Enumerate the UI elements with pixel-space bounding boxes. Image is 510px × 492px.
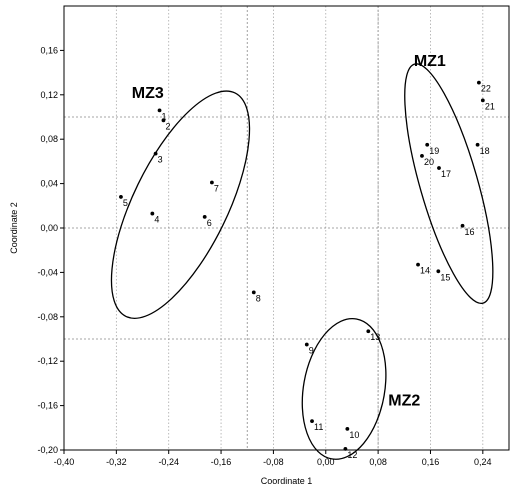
data-point-8 — [251, 290, 256, 295]
reference-lines — [64, 6, 509, 450]
data-point-15 — [436, 269, 441, 274]
x-tick-label: -0,32 — [106, 457, 127, 467]
point-label-8: 8 — [256, 293, 261, 303]
y-tick-label: -0,08 — [37, 312, 58, 322]
x-axis-ticks: -0,40 -0,32 -0,24 -0,16 -0,08 0,00 0,08 0,16 0,2… — [54, 450, 492, 467]
data-point-12 — [343, 446, 348, 451]
point-label-2: 2 — [165, 121, 170, 131]
data-point-3 — [153, 151, 158, 156]
data-point-1 — [157, 108, 162, 113]
data-point-11 — [310, 419, 314, 424]
point-label-4: 4 — [154, 215, 159, 225]
data-point-19 — [425, 142, 430, 147]
point-label-3: 3 — [158, 155, 163, 165]
data-point-16 — [460, 223, 465, 228]
point-label-18: 18 — [480, 146, 490, 156]
data-point-22 — [476, 80, 481, 85]
point-label-6: 6 — [207, 218, 212, 228]
data-point-2 — [161, 118, 166, 123]
y-axis-ticks: -0,20 -0,16 -0,12 -0,08 -0,04 0,00 0,04 0,08 0,1… — [37, 45, 64, 455]
y-tick-label: 0,00 — [40, 223, 58, 233]
point-label-15: 15 — [440, 272, 450, 282]
data-point-6 — [202, 215, 207, 219]
point-label-5: 5 — [123, 198, 128, 208]
x-tick-label: 0,24 — [474, 457, 492, 467]
y-tick-label: -0,04 — [37, 267, 58, 277]
point-label-1: 1 — [162, 111, 167, 121]
y-tick-label: -0,12 — [37, 356, 58, 366]
x-tick-label: 0,08 — [369, 457, 387, 467]
data-point-20 — [420, 153, 424, 158]
data-point-21 — [480, 98, 485, 103]
data-point-7 — [209, 180, 214, 185]
data-point-10 — [345, 427, 350, 431]
x-tick-label: -0,24 — [158, 457, 179, 467]
data-point-5 — [119, 195, 123, 199]
point-label-19: 19 — [429, 146, 439, 156]
grid-lines — [115, 6, 484, 450]
point-label-22: 22 — [481, 84, 491, 94]
cluster-label-mz1: MZ1 — [414, 53, 446, 70]
y-tick-label: 0,12 — [40, 90, 58, 100]
data-point-18 — [475, 142, 480, 147]
point-label-17: 17 — [441, 169, 451, 179]
data-point-4 — [150, 211, 155, 216]
cluster-label-mz3: MZ3 — [132, 85, 164, 102]
plot-frame — [63, 5, 510, 451]
y-tick-label: -0,20 — [37, 445, 58, 455]
x-axis-label: Coordinate 1 — [261, 476, 313, 486]
data-point-9 — [304, 342, 309, 347]
y-tick-label: 0,04 — [40, 179, 58, 189]
point-label-14: 14 — [420, 266, 430, 276]
point-label-7: 7 — [214, 183, 219, 193]
data-point-17 — [437, 166, 441, 170]
cluster-ellipse-mz1 — [404, 63, 494, 305]
cluster-ellipses: MZ1 MZ2 MZ3 — [110, 53, 494, 460]
y-tick-label: -0,16 — [37, 401, 58, 411]
point-label-9: 9 — [309, 346, 314, 356]
point-label-12: 12 — [347, 450, 357, 460]
point-label-10: 10 — [349, 430, 359, 440]
x-tick-label: -0,16 — [211, 457, 232, 467]
y-tick-label: 0,08 — [40, 134, 58, 144]
x-tick-label: -0,40 — [54, 457, 75, 467]
data-point-13 — [366, 329, 371, 334]
cluster-label-mz2: MZ2 — [388, 393, 420, 410]
data-point-14 — [416, 262, 420, 267]
point-label-13: 13 — [370, 332, 380, 342]
point-label-11: 11 — [314, 422, 323, 432]
y-axis-label: Coordinate 2 — [9, 202, 19, 254]
cluster-ellipse-mz3 — [110, 90, 251, 319]
x-tick-label: 0,16 — [422, 457, 440, 467]
cluster-ellipse-mz2 — [301, 317, 387, 460]
point-label-16: 16 — [465, 227, 475, 237]
x-tick-label: -0,08 — [263, 457, 284, 467]
x-tick-label: 0,00 — [317, 457, 335, 467]
point-label-21: 21 — [485, 101, 495, 111]
point-label-20: 20 — [424, 157, 434, 167]
y-tick-label: 0,16 — [40, 45, 58, 55]
